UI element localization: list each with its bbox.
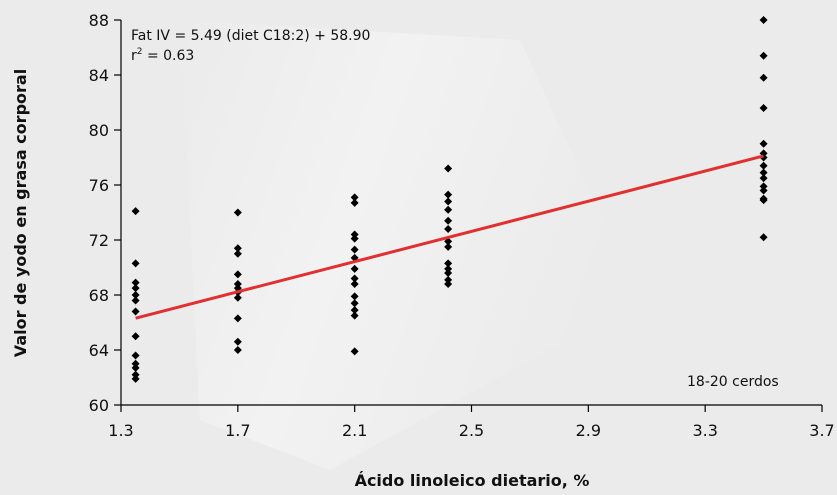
data-point	[350, 347, 359, 356]
x-tick-label: 3.3	[692, 421, 717, 440]
data-point	[350, 311, 359, 320]
data-point	[233, 249, 242, 258]
data-point	[759, 139, 768, 148]
data-point	[759, 104, 768, 112]
x-ticks: 1.3 1.7 2.1 2.5 2.9 3.3 3.7	[108, 405, 835, 440]
data-point	[233, 244, 242, 253]
data-point	[759, 186, 768, 195]
data-point	[131, 207, 140, 216]
data-point	[350, 234, 359, 243]
data-point	[131, 370, 140, 379]
x-tick-label: 1.3	[108, 421, 133, 440]
data-point	[350, 193, 359, 202]
data-point	[759, 51, 768, 60]
sample-note: 18-20 cerdos	[687, 374, 779, 390]
regression-equation: Fat IV = 5.49 (diet C18:2) + 58.90	[131, 28, 370, 44]
data-point	[444, 205, 453, 214]
data-point	[350, 230, 359, 239]
x-tick-label: 1.7	[225, 421, 250, 440]
data-point	[759, 16, 768, 24]
x-tick-label: 2.5	[459, 421, 484, 440]
data-point	[131, 296, 140, 305]
y-ticks: 60 64 68 72 76 80 84 88	[89, 11, 121, 415]
data-point	[759, 233, 768, 242]
data-points	[131, 16, 768, 383]
data-point	[233, 270, 242, 279]
y-tick-label: 88	[89, 11, 109, 30]
x-axis-title: Ácido linoleico dietario, %	[355, 471, 590, 490]
data-point	[444, 275, 453, 284]
data-point	[350, 306, 359, 315]
x-tick-label: 3.7	[809, 421, 834, 440]
data-point	[350, 198, 359, 207]
data-point	[350, 264, 359, 273]
data-point	[444, 269, 453, 277]
data-point	[759, 73, 768, 82]
data-point	[444, 259, 453, 268]
data-point	[131, 259, 140, 268]
regression-line-group	[135, 154, 764, 320]
y-tick-label: 84	[89, 66, 109, 85]
data-point	[759, 182, 768, 191]
regression-line	[135, 154, 764, 320]
data-point	[131, 291, 140, 299]
y-axis-title: Valor de yodo en grasa corporal	[11, 69, 30, 357]
data-point	[233, 293, 242, 302]
x-tick-label: 2.9	[576, 421, 601, 440]
data-point	[233, 280, 242, 288]
y-tick-label: 60	[89, 396, 109, 415]
data-point	[131, 359, 140, 368]
data-point	[759, 168, 768, 177]
data-point	[444, 164, 453, 173]
data-point	[131, 351, 140, 360]
background-sheen	[180, 20, 640, 470]
data-point	[759, 174, 768, 183]
data-point	[131, 374, 140, 383]
data-point	[444, 216, 453, 225]
y-tick-label: 64	[89, 341, 109, 360]
data-point	[350, 280, 359, 288]
x-tick-label: 2.1	[342, 421, 367, 440]
data-point	[350, 299, 359, 308]
data-point	[233, 314, 242, 323]
data-point	[444, 280, 453, 288]
y-tick-label: 68	[89, 286, 109, 305]
data-point	[444, 264, 453, 273]
data-point	[350, 274, 359, 283]
y-tick-label: 76	[89, 176, 109, 195]
data-point	[131, 278, 140, 287]
data-point	[444, 225, 453, 233]
r-squared: r2 = 0.63	[131, 47, 194, 64]
y-tick-label: 80	[89, 121, 109, 140]
y-tick-label: 72	[89, 231, 109, 250]
data-point	[131, 307, 140, 316]
data-point	[444, 190, 453, 199]
data-point	[444, 242, 453, 251]
data-point	[131, 363, 140, 372]
data-point	[350, 245, 359, 254]
data-point	[233, 208, 242, 217]
data-point	[759, 196, 768, 205]
data-point	[759, 161, 768, 170]
data-point	[350, 292, 359, 301]
data-point	[131, 332, 140, 341]
data-point	[233, 337, 242, 346]
data-point	[444, 197, 453, 206]
data-point	[131, 284, 140, 293]
data-point	[233, 346, 242, 354]
